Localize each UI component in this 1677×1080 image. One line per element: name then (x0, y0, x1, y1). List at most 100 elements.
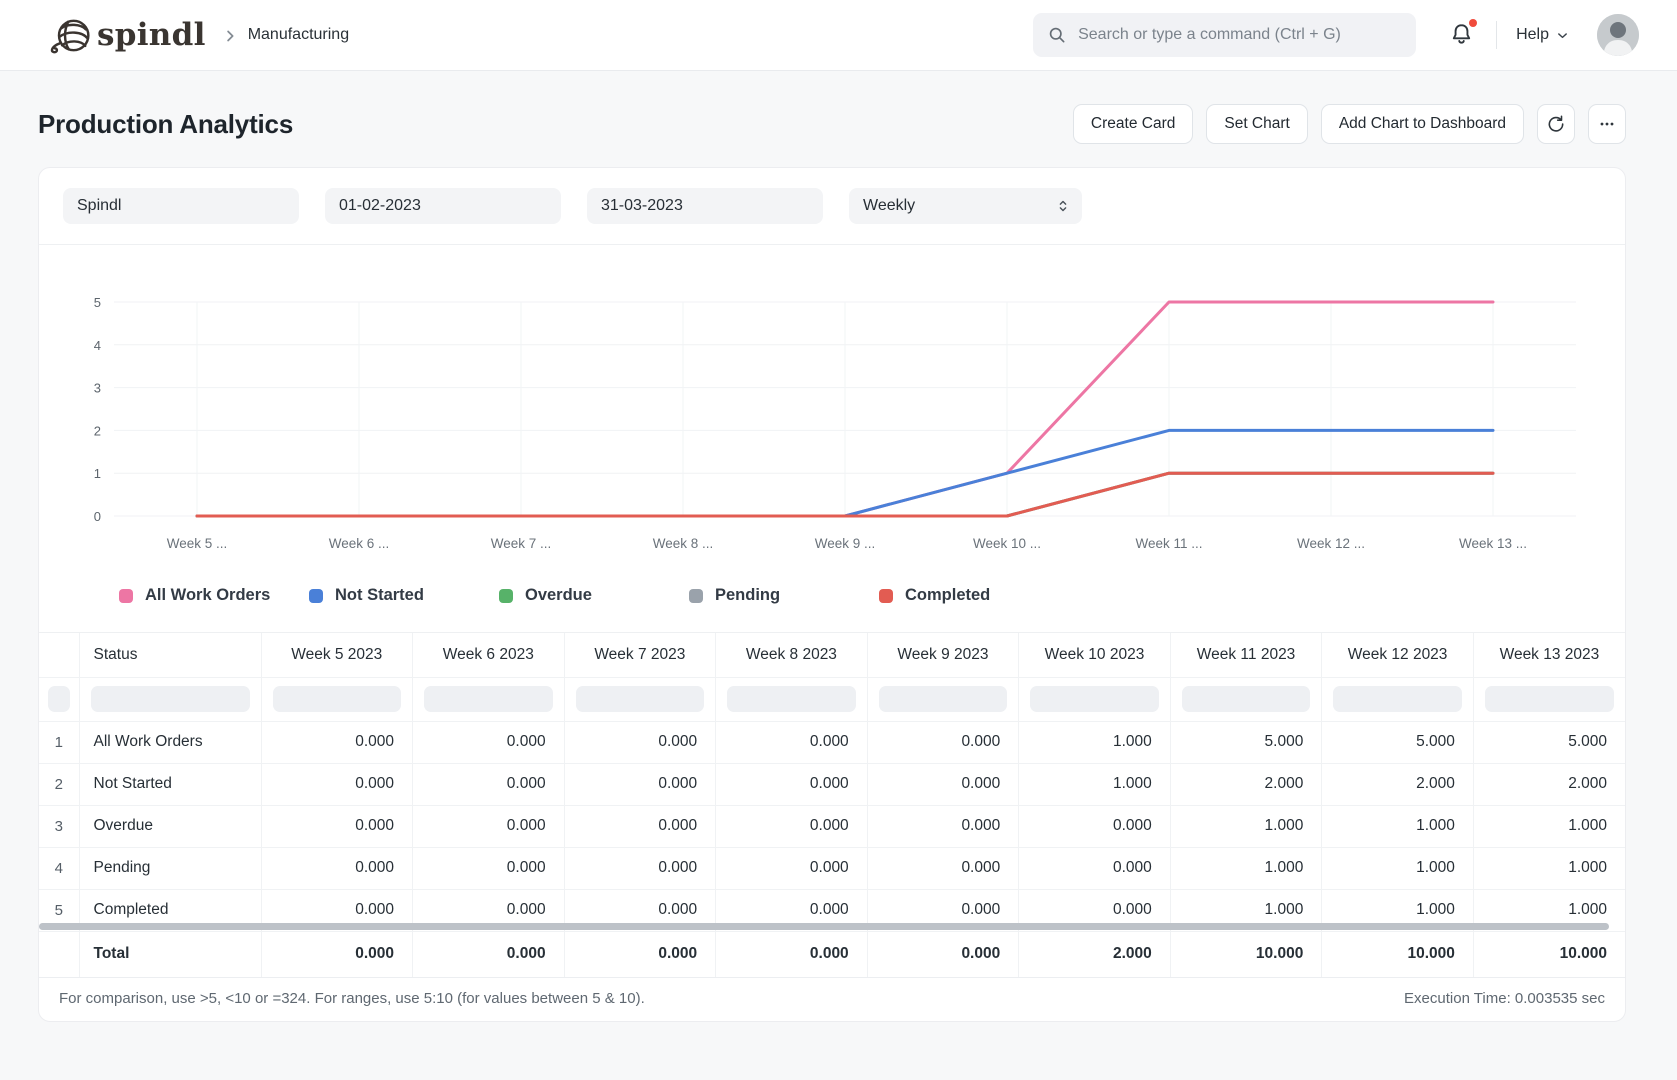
column-header-week-5-2023[interactable]: Week 5 2023 (261, 633, 413, 677)
total-value-cell: 10.000 (1473, 931, 1625, 977)
horizontal-scrollbar[interactable] (39, 923, 1609, 930)
legend-item-all-work-orders[interactable]: All Work Orders (119, 586, 309, 605)
value-cell: 0.000 (716, 847, 868, 889)
filter-cell (867, 677, 1019, 721)
table-row: 4Pending0.0000.0000.0000.0000.0000.0001.… (39, 847, 1625, 889)
create-card-button[interactable]: Create Card (1073, 104, 1193, 144)
value-cell: 0.000 (564, 847, 716, 889)
legend-swatch (689, 589, 703, 603)
breadcrumb-item-manufacturing[interactable]: Manufacturing (248, 26, 349, 44)
x-axis-label: Week 9 ... (815, 536, 876, 551)
column-header-week-7-2023[interactable]: Week 7 2023 (564, 633, 716, 677)
table-row: 1All Work Orders0.0000.0000.0000.0000.00… (39, 721, 1625, 763)
x-axis-label: Week 12 ... (1297, 536, 1365, 551)
refresh-button[interactable] (1537, 104, 1575, 144)
column-filter-input[interactable] (91, 686, 250, 712)
y-axis-tick-label: 5 (94, 295, 101, 310)
to-date-input[interactable] (587, 188, 823, 224)
column-header-week-10-2023[interactable]: Week 10 2023 (1019, 633, 1171, 677)
add-chart-to-dashboard-button[interactable]: Add Chart to Dashboard (1321, 104, 1524, 144)
global-search-input[interactable] (1076, 25, 1402, 45)
avatar-photo (1597, 14, 1639, 56)
column-header-status[interactable]: Status (79, 633, 261, 677)
from-date-input[interactable] (325, 188, 561, 224)
value-cell: 0.000 (261, 763, 413, 805)
column-filter-input[interactable] (273, 686, 402, 712)
notification-dot (1469, 19, 1477, 27)
x-axis-label: Week 11 ... (1135, 536, 1202, 551)
legend-swatch (309, 589, 323, 603)
filter-hint-text: For comparison, use >5, <10 or =324. For… (59, 990, 645, 1007)
total-value-cell: 10.000 (1322, 931, 1474, 977)
value-cell: 0.000 (867, 805, 1019, 847)
column-header-week-11-2023[interactable]: Week 11 2023 (1170, 633, 1322, 677)
value-cell: 0.000 (867, 763, 1019, 805)
table-area: StatusWeek 5 2023Week 6 2023Week 7 2023W… (39, 632, 1625, 977)
column-filter-input[interactable] (727, 686, 856, 712)
column-header-week-6-2023[interactable]: Week 6 2023 (413, 633, 565, 677)
value-cell: 0.000 (261, 805, 413, 847)
y-axis-tick-label: 0 (94, 509, 101, 524)
set-chart-button[interactable]: Set Chart (1206, 104, 1307, 144)
x-axis-label: Week 7 ... (491, 536, 552, 551)
column-filter-input[interactable] (576, 686, 705, 712)
row-number: 4 (39, 847, 79, 889)
column-header-week-12-2023[interactable]: Week 12 2023 (1322, 633, 1474, 677)
chart-legend: All Work Orders Not Started OverduePending… (39, 586, 1625, 605)
x-axis-label: Week 8 ... (653, 536, 714, 551)
row-filter-input[interactable] (48, 686, 70, 712)
x-axis-label: Week 13 ... (1459, 536, 1527, 551)
value-cell: 5.000 (1322, 721, 1474, 763)
column-filter-input[interactable] (1030, 686, 1159, 712)
table-row: 3Overdue0.0000.0000.0000.0000.0000.0001.… (39, 805, 1625, 847)
x-axis-label: Week 10 ... (973, 536, 1041, 551)
column-header-week-8-2023[interactable]: Week 8 2023 (716, 633, 868, 677)
value-cell: 1.000 (1019, 721, 1171, 763)
column-filter-input[interactable] (1485, 686, 1614, 712)
user-avatar[interactable] (1597, 14, 1639, 56)
y-axis-tick-label: 1 (94, 466, 101, 481)
card-footer: For comparison, use >5, <10 or =324. For… (39, 977, 1625, 1021)
total-row: Total0.0000.0000.0000.0000.0002.00010.00… (39, 931, 1625, 977)
breadcrumb-chevron-icon (221, 27, 239, 45)
logo-text: spindl (97, 17, 206, 53)
column-filter-input[interactable] (424, 686, 553, 712)
notification-bell-button[interactable] (1447, 19, 1476, 51)
legend-item-pending[interactable]: Pending (689, 586, 879, 605)
filter-cell (413, 677, 565, 721)
value-cell: 2.000 (1473, 763, 1625, 805)
refresh-icon (1546, 114, 1566, 134)
y-axis-tick-label: 2 (94, 423, 101, 438)
legend-item-not-started[interactable]: Not Started (309, 586, 499, 605)
global-search[interactable] (1033, 13, 1416, 57)
frequency-select[interactable]: Weekly (849, 188, 1082, 224)
value-cell: 0.000 (716, 805, 868, 847)
value-cell: 0.000 (1019, 805, 1171, 847)
column-filter-input[interactable] (879, 686, 1008, 712)
filter-bar: Weekly (39, 168, 1625, 245)
row-number-header (39, 633, 79, 677)
legend-label: Not Started (335, 586, 424, 605)
column-filter-input[interactable] (1182, 686, 1311, 712)
y-axis-tick-label: 4 (94, 338, 101, 353)
value-cell: 1.000 (1322, 847, 1474, 889)
column-filter-input[interactable] (1333, 686, 1462, 712)
company-filter-input[interactable] (63, 188, 299, 224)
app-logo[interactable]: spindl (48, 17, 206, 54)
page-title: Production Analytics (38, 109, 293, 140)
total-value-cell: 0.000 (413, 931, 565, 977)
analytics-card: Weekly 012345Week 5 ...Week 6 ...Week 7 … (38, 167, 1626, 1022)
legend-item-completed[interactable]: Completed (879, 586, 1069, 605)
column-header-week-9-2023[interactable]: Week 9 2023 (867, 633, 1019, 677)
yarn-ball-icon (48, 17, 92, 54)
more-options-button[interactable] (1588, 104, 1626, 144)
value-cell: 0.000 (413, 805, 565, 847)
legend-swatch (879, 589, 893, 603)
production-chart: 012345Week 5 ...Week 6 ...Week 7 ...Week… (39, 256, 1625, 556)
column-header-week-13-2023[interactable]: Week 13 2023 (1473, 633, 1625, 677)
help-menu[interactable]: Help (1516, 26, 1570, 44)
value-cell: 5.000 (1473, 721, 1625, 763)
legend-label: Completed (905, 586, 990, 605)
legend-item-overdue[interactable]: Overdue (499, 586, 689, 605)
filter-cell (1170, 677, 1322, 721)
